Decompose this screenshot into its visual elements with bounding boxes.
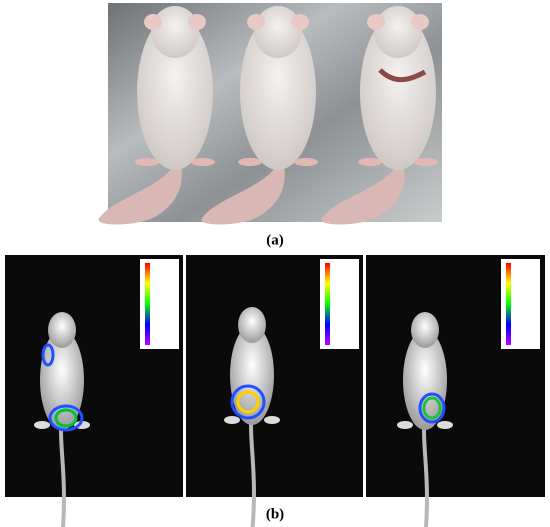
panel-label: (a) — [266, 232, 284, 248]
photo-panel — [98, 3, 442, 225]
panel-label: (b) — [266, 506, 284, 522]
imaging-panel — [5, 255, 545, 527]
